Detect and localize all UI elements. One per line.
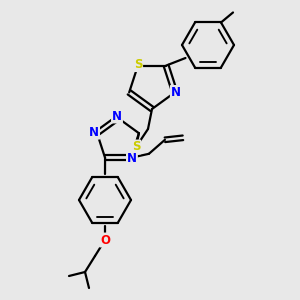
Text: N: N (89, 126, 99, 139)
Text: N: N (127, 152, 137, 165)
Text: O: O (100, 233, 110, 247)
Text: N: N (171, 86, 181, 99)
Text: S: S (134, 58, 142, 71)
Text: N: N (112, 110, 122, 122)
Text: S: S (132, 140, 140, 154)
